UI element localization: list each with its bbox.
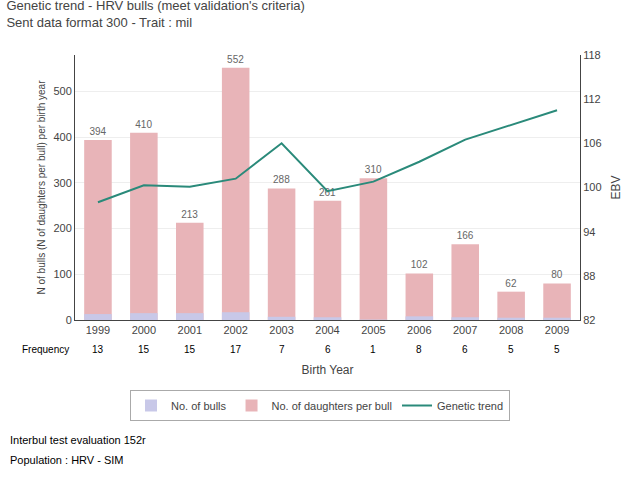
svg-text:5: 5 <box>554 344 560 355</box>
svg-text:410: 410 <box>135 119 152 130</box>
svg-text:1999: 1999 <box>86 324 110 336</box>
svg-text:No. of bulls: No. of bulls <box>171 400 227 412</box>
svg-text:200: 200 <box>53 222 71 234</box>
svg-text:106: 106 <box>583 137 601 149</box>
svg-text:94: 94 <box>583 226 595 238</box>
svg-text:2008: 2008 <box>499 324 523 336</box>
svg-text:1: 1 <box>370 344 376 355</box>
svg-text:Birth Year: Birth Year <box>301 363 353 377</box>
svg-text:261: 261 <box>319 187 336 198</box>
svg-text:2006: 2006 <box>407 324 431 336</box>
svg-text:102: 102 <box>411 259 428 270</box>
svg-text:500: 500 <box>53 85 71 97</box>
svg-text:13: 13 <box>92 344 104 355</box>
svg-text:213: 213 <box>181 209 198 220</box>
svg-text:17: 17 <box>230 344 242 355</box>
svg-text:2003: 2003 <box>269 324 293 336</box>
svg-text:8: 8 <box>416 344 422 355</box>
svg-text:300: 300 <box>53 177 71 189</box>
svg-text:15: 15 <box>184 344 196 355</box>
svg-text:2001: 2001 <box>178 324 202 336</box>
svg-text:394: 394 <box>89 126 106 137</box>
svg-text:118: 118 <box>583 49 601 61</box>
svg-text:2007: 2007 <box>453 324 477 336</box>
svg-text:EBV: EBV <box>609 175 623 199</box>
svg-text:2002: 2002 <box>223 324 247 336</box>
svg-text:Population : HRV - SIM: Population : HRV - SIM <box>10 454 124 466</box>
svg-text:6: 6 <box>462 344 468 355</box>
svg-text:No. of daughters per bull: No. of daughters per bull <box>272 400 392 412</box>
svg-text:2000: 2000 <box>132 324 156 336</box>
svg-text:112: 112 <box>583 93 601 105</box>
svg-text:Genetic trend: Genetic trend <box>437 400 503 412</box>
svg-text:0: 0 <box>66 314 72 326</box>
svg-text:310: 310 <box>365 164 382 175</box>
svg-text:2005: 2005 <box>361 324 385 336</box>
svg-text:2009: 2009 <box>545 324 569 336</box>
svg-text:552: 552 <box>227 54 244 65</box>
svg-text:82: 82 <box>583 314 595 326</box>
svg-text:288: 288 <box>273 174 290 185</box>
svg-text:6: 6 <box>325 344 331 355</box>
svg-text:80: 80 <box>551 269 563 280</box>
svg-text:400: 400 <box>53 131 71 143</box>
svg-text:15: 15 <box>138 344 150 355</box>
svg-text:88: 88 <box>583 270 595 282</box>
svg-text:N of bulls (N of daughters per: N of bulls (N of daughters per bull) per… <box>36 80 47 295</box>
svg-text:2004: 2004 <box>315 324 339 336</box>
svg-text:100: 100 <box>583 181 601 193</box>
svg-text:100: 100 <box>53 268 71 280</box>
svg-text:Interbul test evaluation 152r: Interbul test evaluation 152r <box>10 434 146 446</box>
svg-text:166: 166 <box>457 230 474 241</box>
svg-text:62: 62 <box>505 278 517 289</box>
svg-text:Frequency: Frequency <box>22 344 69 355</box>
svg-text:Genetic trend - HRV bulls (mee: Genetic trend - HRV bulls (meet validati… <box>6 0 304 30</box>
svg-text:7: 7 <box>279 344 285 355</box>
svg-text:5: 5 <box>508 344 514 355</box>
